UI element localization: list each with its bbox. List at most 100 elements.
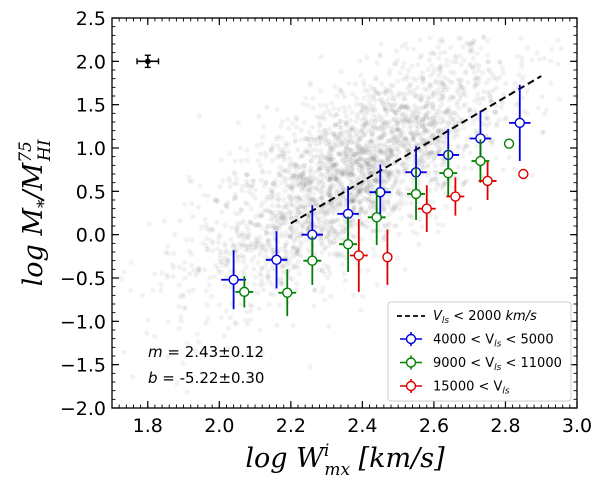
background-point xyxy=(385,144,391,150)
background-point xyxy=(450,116,456,122)
background-point xyxy=(306,187,312,193)
background-point xyxy=(406,157,412,163)
background-point xyxy=(347,117,353,123)
background-point xyxy=(281,154,287,160)
background-point xyxy=(446,97,452,103)
background-point xyxy=(365,183,371,189)
background-point xyxy=(370,112,376,118)
background-point xyxy=(251,222,258,228)
background-point xyxy=(368,106,374,113)
background-point xyxy=(351,151,357,158)
background-point xyxy=(319,172,325,178)
background-point xyxy=(428,73,434,79)
background-point xyxy=(463,68,469,74)
background-point xyxy=(440,93,446,99)
background-point xyxy=(249,247,255,253)
background-point xyxy=(121,349,127,355)
background-point xyxy=(317,158,323,164)
background-point xyxy=(186,248,193,254)
background-point xyxy=(378,147,384,153)
background-point xyxy=(357,151,363,157)
background-point xyxy=(338,222,344,228)
background-point xyxy=(521,108,527,114)
background-point xyxy=(491,74,497,81)
background-point xyxy=(347,156,353,162)
background-point xyxy=(372,166,378,172)
background-point xyxy=(281,212,287,218)
background-point xyxy=(357,208,363,214)
background-point xyxy=(303,95,309,101)
background-point xyxy=(203,222,209,228)
background-point xyxy=(475,80,481,86)
background-point xyxy=(358,220,364,226)
background-point xyxy=(344,121,350,127)
background-point xyxy=(302,218,308,224)
background-point xyxy=(361,188,368,194)
background-point xyxy=(324,199,330,206)
background-point xyxy=(345,170,351,176)
background-point xyxy=(339,90,345,96)
background-point xyxy=(350,171,356,177)
background-point xyxy=(366,92,372,98)
background-point xyxy=(484,58,491,65)
background-point xyxy=(381,162,387,168)
background-point xyxy=(250,178,256,184)
background-point xyxy=(500,167,506,173)
background-point xyxy=(535,105,542,111)
background-point xyxy=(263,242,269,248)
background-point xyxy=(258,177,264,183)
background-point xyxy=(386,155,392,161)
background-point xyxy=(243,264,249,270)
background-point xyxy=(295,205,301,211)
background-point xyxy=(407,148,413,154)
y-tick-label: −1.0 xyxy=(60,311,106,333)
background-point xyxy=(318,134,324,140)
background-point xyxy=(474,143,480,149)
background-point xyxy=(379,100,385,106)
background-point xyxy=(338,151,344,158)
background-point xyxy=(406,67,412,74)
background-point xyxy=(215,246,221,252)
background-point xyxy=(283,168,289,174)
background-point xyxy=(256,222,262,228)
background-point xyxy=(382,207,388,213)
background-point xyxy=(221,333,227,339)
background-point xyxy=(236,241,242,247)
background-point xyxy=(259,213,265,219)
background-point xyxy=(376,91,382,97)
background-point xyxy=(286,194,292,200)
background-point xyxy=(402,91,408,98)
background-point xyxy=(276,222,283,228)
background-point xyxy=(269,210,276,216)
background-point xyxy=(307,178,313,185)
background-point xyxy=(359,170,365,176)
background-point xyxy=(340,225,346,231)
background-point xyxy=(265,208,271,214)
background-point xyxy=(434,109,440,115)
background-point xyxy=(421,104,428,110)
background-point xyxy=(418,52,424,59)
background-point xyxy=(329,182,335,188)
background-point xyxy=(289,276,295,282)
background-point xyxy=(440,81,446,87)
background-point xyxy=(298,172,304,178)
background-point xyxy=(275,143,281,149)
background-point xyxy=(394,124,400,130)
legend-marker xyxy=(405,333,417,345)
background-point xyxy=(377,159,383,165)
background-point xyxy=(211,274,217,280)
background-point xyxy=(409,137,415,143)
background-point xyxy=(343,198,349,204)
background-point xyxy=(260,287,266,293)
background-point xyxy=(460,84,466,90)
background-point xyxy=(257,327,263,333)
background-point xyxy=(412,103,418,109)
background-point xyxy=(330,210,336,216)
background-point xyxy=(357,187,363,193)
background-point xyxy=(291,203,297,209)
background-point xyxy=(273,213,279,219)
background-point xyxy=(275,197,281,203)
background-point xyxy=(189,251,195,257)
background-point xyxy=(356,199,362,205)
background-point xyxy=(278,135,284,141)
